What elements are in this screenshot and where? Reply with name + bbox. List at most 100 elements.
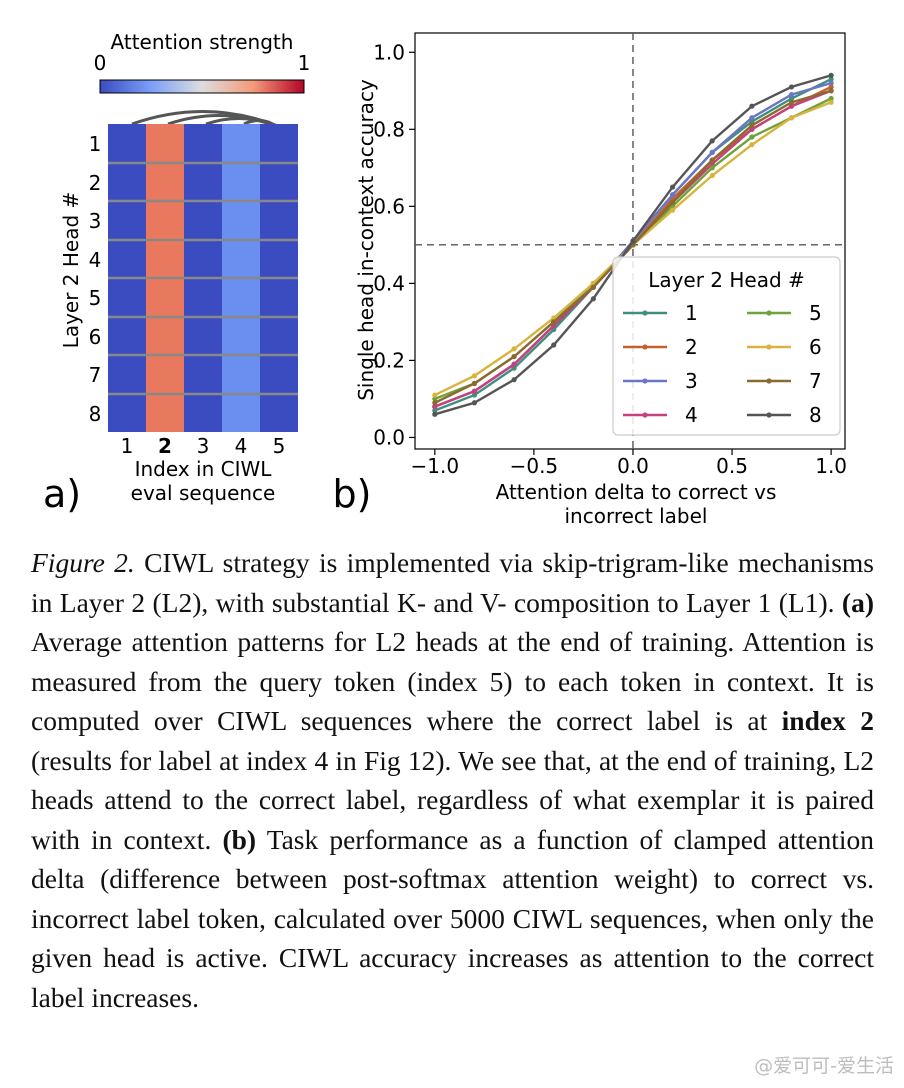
caption-text: (results for label at index 4 in Fig 12)… xyxy=(31,744,874,855)
data-point xyxy=(788,84,795,90)
data-point xyxy=(788,95,795,102)
data-point xyxy=(749,103,755,109)
plot-frame xyxy=(414,32,846,450)
row-label: 5 xyxy=(89,286,102,310)
panel-a: Attention strength 0 1 xyxy=(43,30,310,516)
data-point xyxy=(788,115,795,121)
chart-xlabel-line2: incorrect label xyxy=(565,504,708,528)
row-label: 8 xyxy=(89,402,102,426)
data-point xyxy=(788,99,795,105)
data-point xyxy=(590,284,596,290)
y-tick-label: 0.8 xyxy=(373,117,405,141)
legend-title: Layer 2 Head # xyxy=(648,268,805,292)
panel-b: −1.0 −0.5 0.0 0.5 1.0 0.0 0.2 0.4 0.6 0.8 1.0 Layer… xyxy=(333,32,847,528)
data-point xyxy=(709,157,715,163)
data-point xyxy=(471,392,478,398)
data-point xyxy=(749,134,755,140)
watermark: @爱可可-爱生活 xyxy=(754,1055,894,1077)
col-label: 4 xyxy=(235,434,248,458)
y-tick-label: 0.0 xyxy=(373,425,405,449)
data-point xyxy=(471,380,478,387)
data-point xyxy=(670,192,676,198)
legend-entry-label: 6 xyxy=(809,335,822,359)
heatmap-xlabel-line1: Index in CIWL xyxy=(135,457,273,481)
data-point xyxy=(709,149,715,156)
chart-ylabel: Single head in-context accuracy xyxy=(354,79,378,401)
data-point xyxy=(670,199,676,206)
data-point xyxy=(788,92,795,98)
legend-marker xyxy=(642,412,648,418)
data-point xyxy=(432,392,438,398)
legend-marker xyxy=(642,378,648,384)
data-point xyxy=(471,388,478,394)
data-point xyxy=(828,76,834,82)
caption-text: Average attention patterns for L2 heads … xyxy=(31,626,874,736)
data-point xyxy=(828,80,834,86)
data-point xyxy=(630,238,636,244)
legend-marker xyxy=(642,310,648,316)
col-label: 3 xyxy=(197,434,210,458)
data-point xyxy=(432,400,438,406)
legend-marker xyxy=(766,310,772,316)
data-point xyxy=(511,346,517,352)
row-label: 6 xyxy=(89,325,102,349)
chart-xlabel-line1: Attention delta to correct vs xyxy=(496,480,777,504)
data-point xyxy=(471,400,478,406)
line-chart: −1.0 −0.5 0.0 0.5 1.0 0.0 0.2 0.4 0.6 0.8 1.0 Layer… xyxy=(373,32,847,478)
y-tick-label: 0.6 xyxy=(373,194,405,218)
legend-entry-label: 8 xyxy=(809,403,822,427)
heatmap-row-labels: 1 2 3 4 5 6 7 8 xyxy=(89,132,102,426)
figure-graphic: Attention strength 0 1 xyxy=(43,30,847,528)
y-tick-label: 0.2 xyxy=(373,348,405,372)
data-point xyxy=(590,296,596,302)
data-point xyxy=(828,88,834,94)
col-label: 1 xyxy=(121,434,134,458)
legend-entry-label: 2 xyxy=(685,335,698,359)
data-point xyxy=(828,72,834,78)
data-point xyxy=(511,377,517,383)
x-tick-label: −0.5 xyxy=(510,454,559,478)
data-point xyxy=(749,115,755,121)
data-point xyxy=(709,172,715,179)
heatmap-ylabel: Layer 2 Head # xyxy=(59,192,83,349)
data-point xyxy=(432,407,438,414)
legend-entry-label: 1 xyxy=(685,301,698,325)
figure-caption: Figure 2. CIWL strategy is implemented v… xyxy=(31,543,874,1017)
row-label: 1 xyxy=(89,132,102,156)
x-tick-label: 1.0 xyxy=(815,454,847,478)
data-point xyxy=(670,207,676,213)
row-label: 3 xyxy=(89,209,102,233)
attention-arcs xyxy=(131,110,279,128)
caption-bold-index: index 2 xyxy=(781,705,874,736)
caption-text: CIWL strategy is implemented via skip-tr… xyxy=(31,547,874,618)
data-point xyxy=(551,342,557,348)
data-point xyxy=(828,84,834,90)
caption-bold-b: (b) xyxy=(222,823,257,855)
legend-entry-label: 4 xyxy=(685,403,698,427)
heatmap-xlabel-line2: eval sequence xyxy=(131,481,276,505)
data-point xyxy=(709,138,715,144)
y-tick-label: 1.0 xyxy=(373,40,405,64)
col-label: 5 xyxy=(273,434,286,458)
data-point xyxy=(828,99,834,105)
heatmap xyxy=(108,124,298,432)
legend-box xyxy=(612,256,841,436)
data-point xyxy=(749,142,755,148)
heatmap-row-separators xyxy=(108,161,298,396)
colorbar xyxy=(99,79,305,94)
legend-marker xyxy=(642,344,648,350)
data-point xyxy=(709,165,715,171)
data-point xyxy=(788,103,795,109)
x-tick-label: 0.5 xyxy=(716,454,748,478)
x-tick-label: 0.0 xyxy=(617,454,649,478)
row-label: 2 xyxy=(89,171,102,195)
legend-entry-label: 7 xyxy=(809,369,822,393)
row-label: 7 xyxy=(89,363,102,387)
colorbar-min-label: 0 xyxy=(94,51,107,75)
data-point xyxy=(670,184,676,190)
legend-marker xyxy=(766,344,772,350)
data-point xyxy=(511,353,517,360)
legend-entry-label: 5 xyxy=(809,301,822,325)
heatmap-col-labels: 1 2 3 4 5 xyxy=(121,434,286,458)
caption-bold-a: (a) xyxy=(841,586,874,618)
